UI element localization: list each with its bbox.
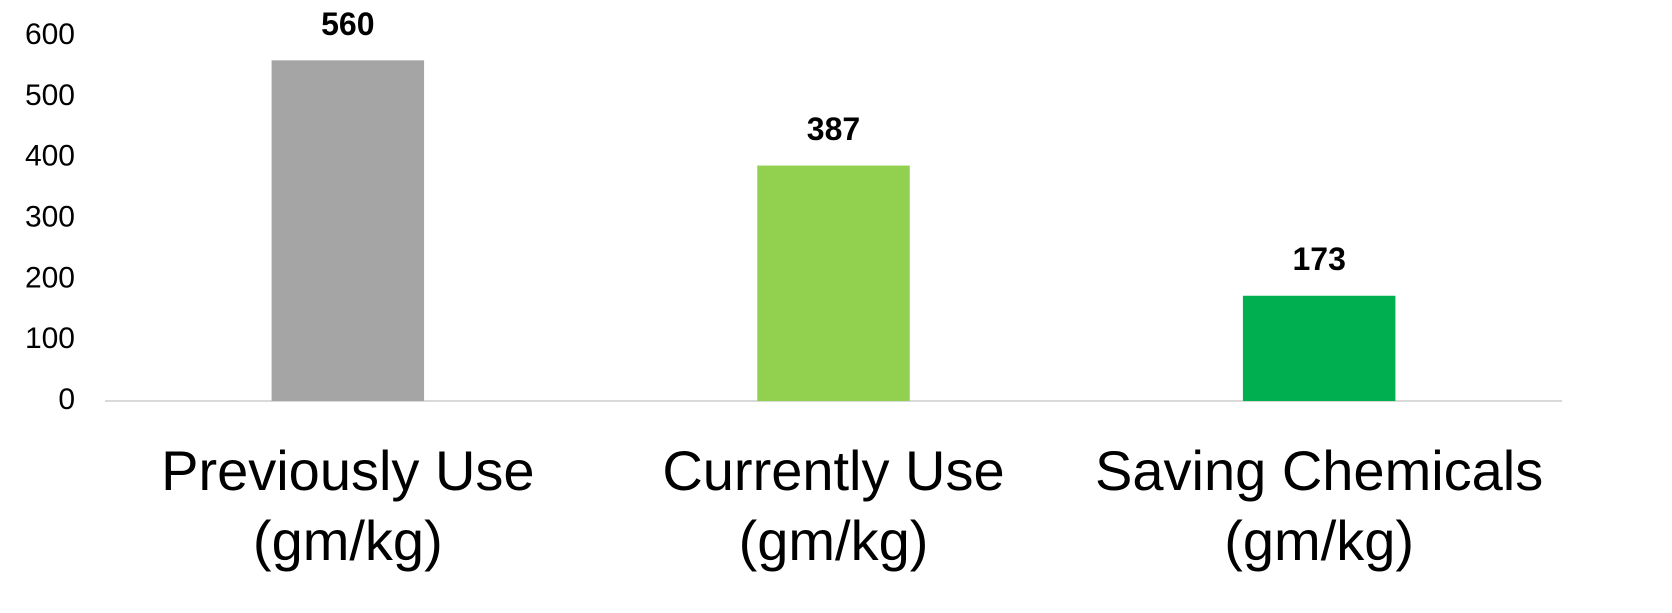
y-tick-label: 500 [25, 79, 75, 112]
y-tick-label: 600 [25, 18, 75, 51]
value-label: 560 [321, 6, 374, 42]
y-tick-label: 300 [25, 200, 75, 233]
x-tick-label: Previously Use (gm/kg) [161, 439, 535, 572]
bar [271, 60, 425, 401]
value-label: 173 [1292, 241, 1345, 277]
bar [757, 165, 910, 401]
y-tick-label: 0 [58, 383, 75, 416]
y-tick-label: 400 [25, 140, 75, 173]
y-tick-label: 100 [25, 322, 75, 355]
y-tick-label: 200 [25, 261, 75, 294]
value-label: 387 [807, 111, 860, 147]
bar [1242, 295, 1396, 401]
x-tick-label: Saving Chemicals (gm/kg) [1095, 439, 1544, 572]
x-tick-label: Currently Use (gm/kg) [662, 439, 1005, 572]
